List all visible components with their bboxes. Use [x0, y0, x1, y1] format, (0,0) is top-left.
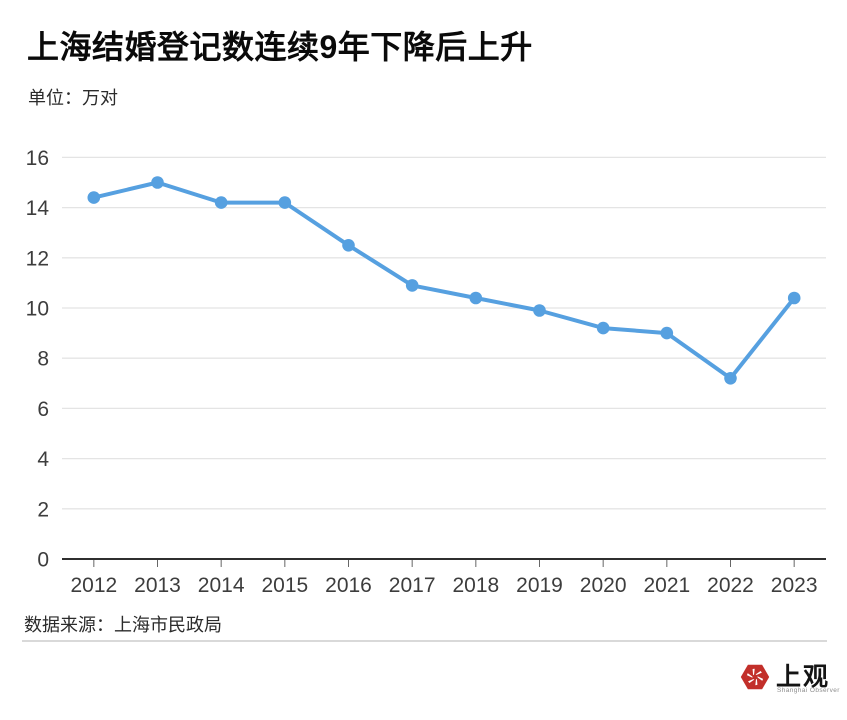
x-tick-label: 2019 — [516, 574, 563, 597]
y-tick-label: 6 — [37, 398, 49, 421]
y-tick-label: 16 — [26, 147, 49, 170]
y-tick-label: 10 — [26, 298, 49, 321]
data-point — [469, 291, 483, 305]
x-tick-label: 2016 — [325, 574, 372, 597]
data-point — [405, 279, 419, 292]
aperture-blade — [746, 675, 755, 682]
aperture-blade — [755, 672, 764, 679]
data-point — [787, 291, 801, 305]
y-tick-label: 14 — [26, 197, 50, 220]
aperture-blade — [756, 676, 764, 686]
x-tick-label: 2021 — [643, 574, 690, 597]
unit-label: 单位：万对 — [28, 88, 118, 108]
y-tick-label: 8 — [37, 348, 49, 371]
x-tick-label: 2023 — [771, 574, 818, 597]
data-point — [342, 239, 355, 252]
data-point — [278, 196, 292, 209]
aperture-blade — [753, 667, 761, 676]
y-tick-label: 4 — [37, 448, 49, 471]
aperture-blade — [749, 678, 757, 687]
x-tick-label: 2018 — [452, 574, 499, 597]
x-tick-label: 2020 — [580, 574, 627, 597]
data-point — [214, 196, 228, 209]
x-tick-label: 2014 — [198, 574, 245, 597]
data-point — [724, 372, 737, 385]
x-tick-label: 2013 — [134, 574, 181, 597]
y-tick-label: 12 — [26, 247, 49, 270]
y-tick-label: 0 — [37, 549, 49, 572]
x-tick-label: 2017 — [389, 574, 436, 597]
line-chart-svg: 0 2 4 6 8 10 12 14 16 2012 2013 2014 2015 2016 2017 201… — [26, 147, 826, 597]
logo-cn-text: 上观 — [776, 662, 831, 691]
x-tick-label: 2015 — [261, 574, 308, 597]
x-tick-label: 2012 — [70, 574, 117, 597]
trend-line — [91, 180, 797, 381]
logo-en-text: Shanghai Observer — [777, 687, 840, 694]
shanghai-observer-logo: 上观 Shanghai Observer — [740, 660, 839, 700]
data-point — [151, 176, 164, 189]
aperture-hexagon-icon — [740, 664, 770, 690]
page-title: 上海结婚登记数连续9年下降后上升 — [27, 29, 533, 65]
marriage-trend-chart: 0 2 4 6 8 10 12 14 16 2012 2013 2014 2015 2016 2017 201… — [0, 130, 847, 610]
data-point — [660, 326, 674, 340]
x-tick-label: 2022 — [707, 574, 754, 597]
data-source-note: 数据来源：上海市民政局 — [24, 615, 222, 635]
data-point — [87, 191, 101, 204]
footer-divider — [22, 640, 827, 642]
data-point — [533, 304, 546, 317]
data-point — [596, 321, 610, 335]
y-tick-label: 2 — [37, 498, 49, 521]
aperture-blade — [746, 668, 754, 678]
